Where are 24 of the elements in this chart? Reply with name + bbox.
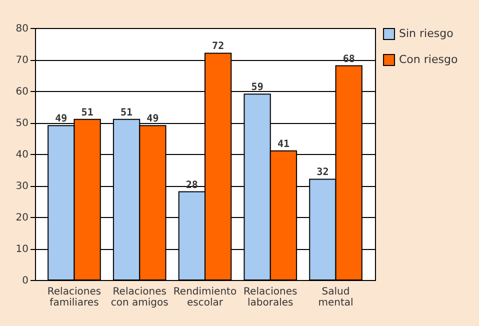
y-tick-label: 20: [16, 212, 28, 224]
data-label: 49: [55, 114, 68, 125]
y-tick-label: 80: [16, 24, 28, 34]
y-tick-label: 10: [16, 244, 28, 255]
data-label: 49: [146, 114, 159, 125]
data-label: 59: [251, 82, 264, 94]
legend-label: Con riesgo: [399, 53, 458, 66]
data-label: 41: [277, 138, 290, 150]
y-tick-label: 60: [16, 86, 28, 98]
x-tick-label: Salud mental: [318, 286, 354, 308]
x-tick-label: Rendimiento escolar: [173, 286, 237, 308]
y-tick-label: 70: [16, 55, 28, 66]
x-tick-label: Relaciones con amigos: [110, 286, 168, 308]
data-label: 32: [316, 167, 329, 178]
y-tick-label: 40: [16, 150, 28, 160]
y-tick-label: 30: [16, 181, 28, 192]
y-tick-label: 0: [22, 276, 28, 286]
data-label: 72: [212, 41, 224, 52]
y-tick-label: 50: [16, 118, 28, 129]
data-label: 51: [120, 107, 133, 118]
legend-label: Sin riesgo: [399, 27, 454, 40]
data-label: 51: [81, 107, 94, 118]
x-tick-label: Relaciones laborales: [244, 286, 298, 308]
x-tick-label: Relaciones familiares: [47, 286, 102, 308]
